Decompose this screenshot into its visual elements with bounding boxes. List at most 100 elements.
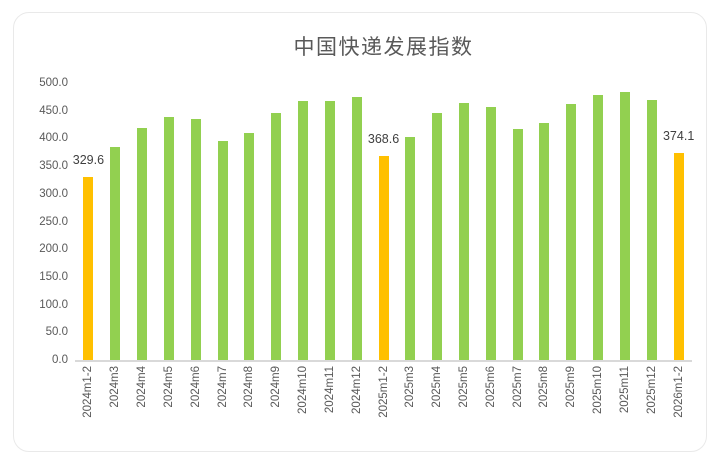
x-tick-label: 2024m6 <box>189 366 202 408</box>
x-tick-label: 2024m11 <box>323 366 336 414</box>
bar-slot <box>451 83 478 360</box>
bar-highlighted <box>83 177 94 360</box>
x-tick-label: 2024m4 <box>136 366 149 408</box>
bar-slot: 368.6 <box>367 83 400 360</box>
bar <box>137 128 148 360</box>
bar-slot <box>424 83 451 360</box>
bar <box>539 123 550 360</box>
bar-slot <box>531 83 558 360</box>
bar-slot <box>397 83 424 360</box>
x-tick-slot: 2024m1-2 <box>75 366 102 418</box>
x-tick-slot: 2025m1-2 <box>370 366 397 418</box>
x-tick-label: 2024m7 <box>216 366 229 408</box>
x-tick-label: 2024m9 <box>270 366 283 408</box>
y-tick-label: 350.0 <box>39 160 68 172</box>
x-tick-slot: 2025m6 <box>477 366 504 418</box>
bar <box>244 133 255 360</box>
bar <box>512 129 523 360</box>
x-tick-slot: 2025m7 <box>504 366 531 418</box>
x-tick-label: 2025m6 <box>484 366 497 408</box>
x-tick-label: 2025m7 <box>511 366 524 408</box>
bar <box>619 92 630 360</box>
x-tick-slot: 2024m8 <box>236 366 263 418</box>
x-tick-slot: 2025m12 <box>638 366 665 418</box>
bar-slot <box>155 83 182 360</box>
x-tick-slot: 2025m8 <box>531 366 558 418</box>
x-tick-slot: 2024m4 <box>129 366 156 418</box>
x-tick-label: 2024m12 <box>350 366 363 414</box>
x-tick-label: 2025m1-2 <box>377 366 390 418</box>
bar-slot <box>638 83 665 360</box>
data-label: 329.6 <box>72 153 105 167</box>
bar-slot <box>504 83 531 360</box>
y-tick-label: 400.0 <box>39 132 68 144</box>
x-tick-slot: 2024m5 <box>155 366 182 418</box>
x-tick-label: 2024m3 <box>109 366 122 408</box>
y-tick-label: 250.0 <box>39 216 68 228</box>
x-tick-slot: 2024m12 <box>343 366 370 418</box>
bar-slot <box>558 83 585 360</box>
x-tick-slot: 2024m9 <box>263 366 290 418</box>
x-axis-line <box>75 360 692 362</box>
x-tick-label: 2024m1-2 <box>82 366 95 418</box>
x-tick-label: 2025m8 <box>538 366 551 408</box>
y-tick-label: 300.0 <box>39 188 68 200</box>
bar-slot <box>236 83 263 360</box>
y-tick-label: 200.0 <box>39 243 68 255</box>
chart-title: 中国快递发展指数 <box>293 35 474 59</box>
bar-slot <box>129 83 156 360</box>
data-label: 374.1 <box>662 129 695 143</box>
bar <box>163 117 174 360</box>
bar-slot <box>343 83 370 360</box>
bar <box>190 119 201 360</box>
bar <box>405 137 416 360</box>
x-tick-slot: 2025m5 <box>451 366 478 418</box>
x-tick-slot: 2024m11 <box>316 366 343 418</box>
x-axis-labels: 2024m1-2 2024m3 2024m4 2024m5 2024m6 2024m7 20… <box>75 366 692 418</box>
bar <box>271 113 282 360</box>
y-axis-labels: 500.0 450.0 400.0 350.0 300.0 250.0 200.0 150.0… <box>20 0 68 420</box>
bar-series: 329.6 368.6 374.1 <box>72 83 695 360</box>
x-tick-slot: 2024m6 <box>182 366 209 418</box>
x-tick-label: 2025m5 <box>458 366 470 408</box>
bar-slot <box>612 83 639 360</box>
bar <box>351 97 362 360</box>
bar-slot <box>209 83 236 360</box>
x-tick-label: 2025m9 <box>565 366 578 408</box>
x-tick-slot: 2025m10 <box>585 366 612 418</box>
y-tick-label: 500.0 <box>39 77 68 89</box>
bar-slot <box>102 83 129 360</box>
bar <box>485 107 496 360</box>
y-tick-label: 150.0 <box>39 271 68 283</box>
x-tick-label: 2024m10 <box>297 366 310 414</box>
y-tick-label: 450.0 <box>39 105 68 117</box>
bar <box>217 141 228 360</box>
bar-slot <box>477 83 504 360</box>
y-tick-label: 100.0 <box>39 299 68 311</box>
bar-slot <box>182 83 209 360</box>
x-tick-slot: 2024m3 <box>102 366 129 418</box>
x-tick-label: 2024m5 <box>162 366 175 408</box>
x-tick-label: 2024m8 <box>243 366 256 408</box>
x-tick-slot: 2025m9 <box>558 366 585 418</box>
x-tick-label: 2025m3 <box>404 366 417 408</box>
bar <box>566 104 577 360</box>
bar <box>459 103 469 360</box>
bar-slot: 374.1 <box>662 83 695 360</box>
bar-highlighted <box>673 153 684 360</box>
bar <box>432 113 443 360</box>
x-tick-slot: 2024m7 <box>209 366 236 418</box>
bar <box>593 95 604 360</box>
bar <box>324 101 335 360</box>
bar <box>298 101 309 360</box>
x-tick-label: 2025m12 <box>645 366 658 414</box>
x-tick-slot: 2025m3 <box>397 366 424 418</box>
bar <box>110 147 121 360</box>
bar-slot <box>585 83 612 360</box>
y-tick-label: 50.0 <box>45 326 68 338</box>
x-tick-slot: 2026m1-2 <box>665 366 692 418</box>
bar-highlighted <box>378 156 389 360</box>
data-label: 368.6 <box>367 132 400 146</box>
bar-slot <box>263 83 290 360</box>
